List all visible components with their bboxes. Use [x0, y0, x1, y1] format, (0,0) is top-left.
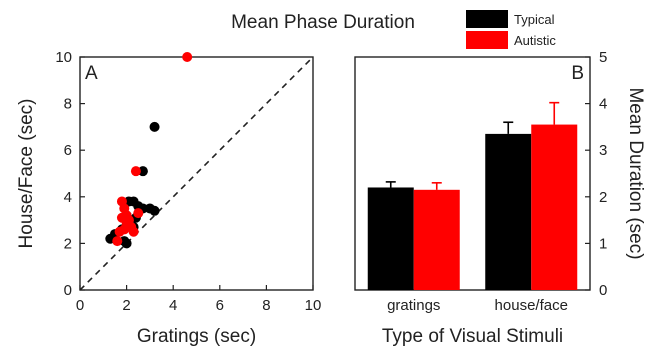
bar-autistic — [531, 124, 578, 290]
panel-label-b: B — [571, 63, 584, 84]
scatter-point-autistic — [182, 52, 193, 62]
panel-label-a: A — [85, 63, 98, 84]
x-axis-title-b: Type of Visual Stimuli — [382, 326, 563, 347]
category-label: gratings — [387, 297, 440, 314]
y-tick-label: 6 — [64, 142, 72, 159]
scatter-point-typical — [149, 121, 160, 132]
y-axis-title-b: Mean Duration (sec) — [625, 87, 646, 259]
bar-typical — [485, 133, 532, 290]
x-tick-label: 0 — [76, 297, 84, 314]
y-tick-label: 10 — [55, 49, 72, 66]
scatter-point-typical — [137, 166, 148, 177]
category-label: house/face — [495, 297, 568, 314]
y-tick-label-right: 4 — [599, 96, 607, 113]
x-tick-label: 6 — [216, 297, 224, 314]
y-tick-label-right: 0 — [599, 282, 607, 299]
scatter-point-typical — [121, 238, 132, 249]
y-tick-label: 8 — [64, 96, 72, 113]
y-tick-label: 0 — [64, 282, 72, 299]
y-tick-label: 2 — [64, 235, 72, 252]
panel-a-frame — [79, 56, 314, 291]
x-axis-title: Gratings (sec) — [137, 326, 256, 347]
y-tick-label-right: 3 — [599, 142, 607, 159]
scatter-point-typical — [149, 205, 160, 216]
y-axis-title: House/Face (sec) — [16, 99, 37, 249]
figure-title: Mean Phase Duration — [231, 12, 415, 33]
legend-label-autistic: Autistic — [514, 33, 556, 48]
bar-typical — [367, 187, 414, 290]
identity-line — [79, 56, 314, 291]
panel-a-scatter: 0 2 4 6 8 10 0 2 4 6 8 10 A Gratings (sec) House/Face … — [16, 49, 321, 347]
x-tick-label: 2 — [122, 297, 130, 314]
legend: Typical Autistic — [466, 10, 556, 49]
legend-label-typical: Typical — [514, 12, 555, 27]
y-tick-label-right: 1 — [599, 235, 607, 252]
y-tick-label: 4 — [64, 189, 72, 206]
x-tick-label: 8 — [262, 297, 270, 314]
y-tick-label-right: 5 — [599, 49, 607, 66]
scatter-point-autistic — [116, 212, 127, 223]
bar-autistic — [413, 189, 460, 290]
y-tick-label-right: 2 — [599, 189, 607, 206]
panel-b-frame — [354, 56, 591, 291]
legend-swatch-typical — [466, 10, 508, 28]
scatter-point-autistic — [128, 226, 139, 237]
x-tick-label: 10 — [305, 297, 322, 314]
scatter-point-autistic — [112, 236, 123, 247]
legend-swatch-autistic — [466, 31, 508, 49]
scatter-point-autistic — [130, 166, 141, 177]
scatter-point-autistic — [133, 208, 144, 219]
panel-b-bar: 0 1 2 3 4 5B Type of Visual Stimuli Mean Durati… — [354, 49, 646, 347]
x-tick-label: 4 — [169, 297, 177, 314]
